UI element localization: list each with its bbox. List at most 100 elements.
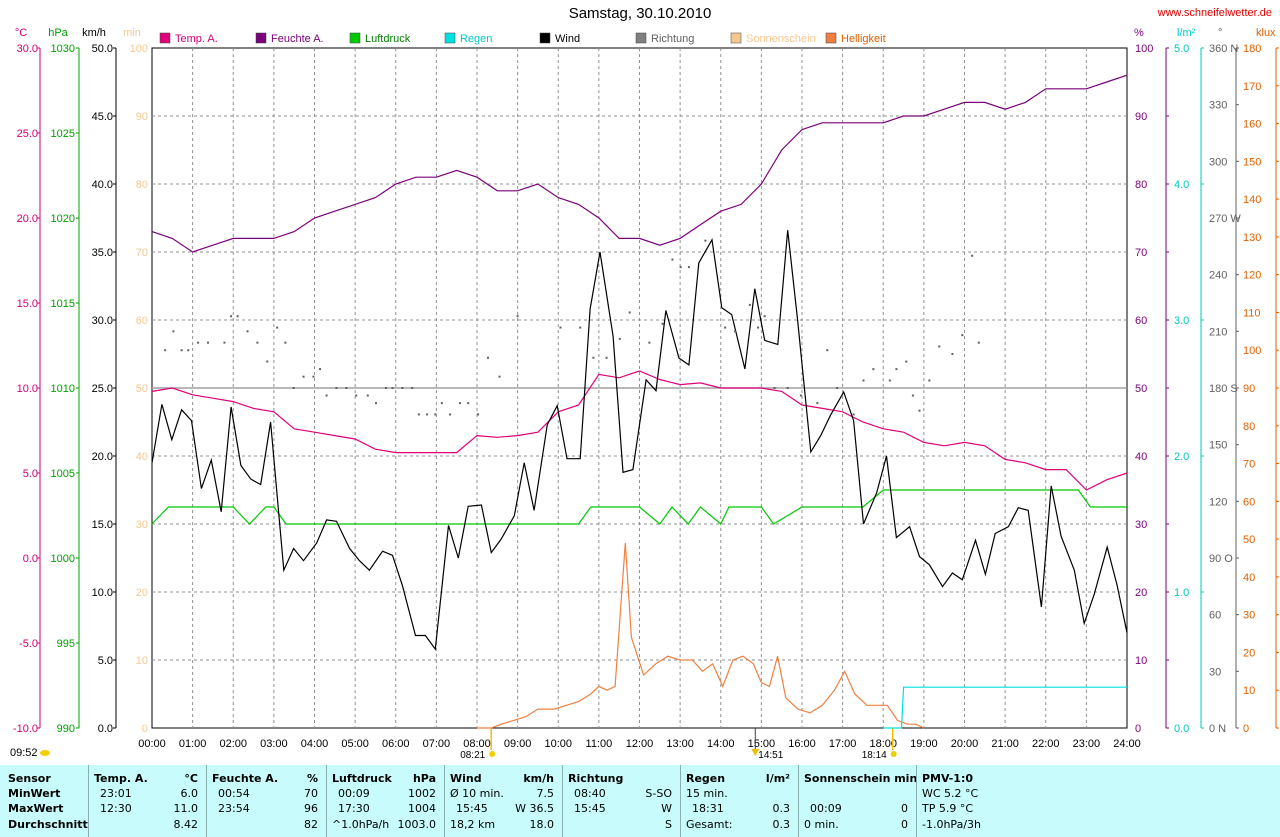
tick-label-rain: 2.0 xyxy=(1174,451,1189,463)
tick-label-temp: -5.0 xyxy=(19,638,38,650)
time-label: 00:00 xyxy=(138,738,166,750)
direction-point xyxy=(355,394,358,397)
direction-point xyxy=(687,266,690,269)
tick-label-sun: 100 xyxy=(130,43,148,55)
cell-time: Ø 10 min. xyxy=(450,787,504,800)
legend-label: Helligkeit xyxy=(841,33,886,45)
tick-label-brightness: 170 xyxy=(1243,81,1261,93)
tick-label-humidity: 30 xyxy=(1135,519,1147,531)
direction-point xyxy=(888,379,891,382)
time-label: 01:00 xyxy=(179,738,207,750)
direction-point xyxy=(661,322,664,325)
cell-value: 0.3 xyxy=(772,818,791,831)
direction-point xyxy=(799,394,802,397)
tick-label-pressure: 995 xyxy=(57,638,75,650)
tick-label-direction: 90 O xyxy=(1209,553,1233,565)
cell-time: ^1.0hPa/h xyxy=(332,818,390,831)
direction-point xyxy=(458,402,461,405)
cell-time: Gesamt: xyxy=(686,818,733,831)
cell-time: 00:09 xyxy=(338,787,370,800)
row-label: MinWert xyxy=(8,787,61,800)
row-label: Durchschnitt xyxy=(8,818,88,831)
cell-time: 23:01 xyxy=(100,787,132,800)
tick-label-sun: 20 xyxy=(136,587,148,599)
sun-icon xyxy=(890,751,897,757)
direction-point xyxy=(164,349,167,352)
time-label: 14:00 xyxy=(707,738,735,750)
tick-label-brightness: 60 xyxy=(1243,496,1255,508)
direction-point xyxy=(266,360,269,363)
time-label: 06:00 xyxy=(382,738,410,750)
tick-label-pressure: 990 xyxy=(57,723,75,735)
column-separator xyxy=(916,765,917,837)
legend-swatch xyxy=(349,32,361,44)
cell-value: 0.3 xyxy=(772,802,791,815)
series-wind xyxy=(151,230,1128,651)
tick-label-wind: 20.0 xyxy=(92,451,113,463)
direction-point xyxy=(605,356,608,359)
cell-time: 15:45 xyxy=(456,802,488,815)
direction-point xyxy=(345,387,348,389)
direction-point xyxy=(911,394,914,397)
tick-label-sun: 40 xyxy=(136,451,148,463)
time-label: 24:00 xyxy=(1113,738,1141,750)
direction-point xyxy=(928,379,931,382)
axis-unit-wind: km/h xyxy=(82,27,106,39)
legend-swatch xyxy=(635,32,647,44)
time-label: 11:00 xyxy=(586,738,613,750)
time-label: 13:00 xyxy=(666,738,694,750)
tick-label-brightness: 130 xyxy=(1243,232,1261,244)
tick-label-direction: 300 xyxy=(1209,156,1227,168)
column-header: Luftdruck xyxy=(332,772,392,785)
direction-point xyxy=(256,341,259,344)
sunrise-time: 08:21 xyxy=(460,750,485,761)
direction-point xyxy=(786,387,789,389)
cell-time: WC 5.2 °C xyxy=(922,787,979,800)
tick-label-brightness: 0 xyxy=(1243,723,1249,735)
cell-value: 1003.0 xyxy=(397,818,437,831)
tick-label-sun: 80 xyxy=(136,179,148,191)
tick-label-humidity: 50 xyxy=(1135,383,1147,395)
weather-chart: °C 30.0 25.0 20.0 15.0 10.0 5.0 0.0 -5.0 -10.0 hPa… xyxy=(10,27,1279,761)
cell-value: 96 xyxy=(304,802,318,815)
tick-label-pressure: 1025 xyxy=(51,128,75,140)
legend-label: Feuchte A. xyxy=(271,33,324,45)
direction-point xyxy=(292,387,295,389)
cell-value: 82 xyxy=(304,818,318,831)
legend-label: Sonnenschein xyxy=(746,33,816,45)
tick-label-wind: 45.0 xyxy=(92,111,113,123)
direction-point xyxy=(862,379,865,382)
column-separator xyxy=(326,765,327,837)
cell-time: -1.0hPa/3h xyxy=(922,818,981,831)
time-label: 08:00 xyxy=(463,738,491,750)
cell-time: 17:30 xyxy=(338,802,370,815)
column-unit: hPa xyxy=(412,772,436,785)
direction-point xyxy=(172,330,175,333)
tick-label-sun: 50 xyxy=(136,383,148,395)
column-unit: km/h xyxy=(523,772,554,785)
cell-value: 0 xyxy=(901,802,908,815)
cell-time: 00:54 xyxy=(218,787,250,800)
tick-label-temp: 25.0 xyxy=(17,128,38,140)
legend-label: Wind xyxy=(555,33,580,45)
direction-point xyxy=(411,387,414,389)
direction-point xyxy=(477,413,480,416)
column-header: Feuchte A. xyxy=(212,772,279,785)
column-separator xyxy=(680,765,681,837)
cell-value: S-SO xyxy=(645,787,672,800)
direction-point xyxy=(236,315,239,318)
direction-point xyxy=(971,254,974,257)
tick-label-brightness: 180 xyxy=(1243,43,1261,55)
current-time: 09:52 xyxy=(10,747,38,759)
tick-label-brightness: 40 xyxy=(1243,572,1255,584)
direction-point xyxy=(516,315,519,318)
direction-point xyxy=(384,387,387,389)
direction-point xyxy=(852,413,855,416)
cell-time: 18,2 km xyxy=(450,818,496,831)
direction-point xyxy=(486,356,489,359)
direction-point xyxy=(671,258,674,261)
direction-point xyxy=(579,326,582,329)
cell-value: 1004 xyxy=(408,802,436,815)
tick-label-wind: 35.0 xyxy=(92,247,113,259)
website-link[interactable]: www.schneifelwetter.de xyxy=(1157,7,1272,19)
